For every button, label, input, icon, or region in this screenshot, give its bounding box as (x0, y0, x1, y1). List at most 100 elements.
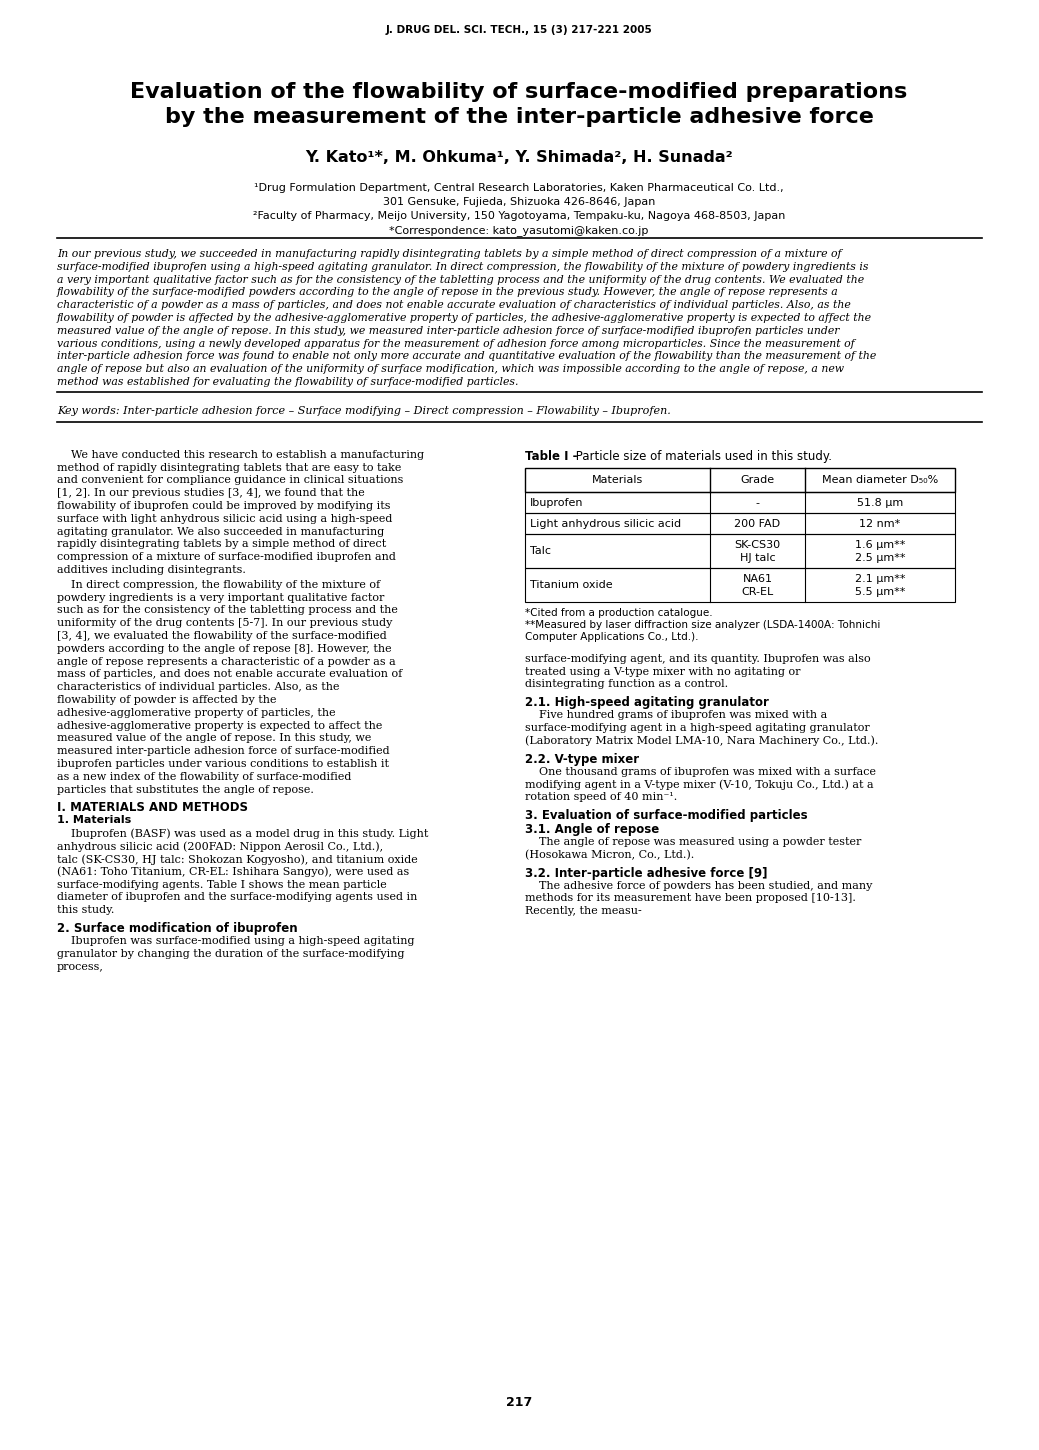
Text: 2.5 μm**: 2.5 μm** (855, 552, 905, 563)
Text: 2. Surface modification of ibuprofen: 2. Surface modification of ibuprofen (57, 922, 297, 935)
Text: modifying agent in a V-type mixer (V-10, Tokuju Co., Ltd.) at a: modifying agent in a V-type mixer (V-10,… (525, 780, 874, 790)
Text: particles that substitutes the angle of repose.: particles that substitutes the angle of … (57, 784, 314, 795)
Text: additives including disintegrants.: additives including disintegrants. (57, 566, 246, 576)
Text: 3.2. Inter-particle adhesive force [9]: 3.2. Inter-particle adhesive force [9] (525, 867, 768, 880)
Text: adhesive-agglomerative property of particles, the: adhesive-agglomerative property of parti… (57, 708, 336, 718)
Text: 1. Materials: 1. Materials (57, 815, 131, 825)
Text: Titanium oxide: Titanium oxide (530, 580, 613, 590)
Text: (Laboratory Matrix Model LMA-10, Nara Machinery Co., Ltd.).: (Laboratory Matrix Model LMA-10, Nara Ma… (525, 735, 878, 747)
Text: [3, 4], we evaluated the flowability of the surface-modified: [3, 4], we evaluated the flowability of … (57, 631, 387, 641)
Text: characteristic of a powder as a mass of particles, and does not enable accurate : characteristic of a powder as a mass of … (57, 300, 851, 310)
Text: 217: 217 (506, 1395, 532, 1408)
Text: Key words: Inter-particle adhesion force – Surface modifying – Direct compressio: Key words: Inter-particle adhesion force… (57, 406, 671, 416)
Text: adhesive-agglomerative property is expected to affect the: adhesive-agglomerative property is expec… (57, 721, 382, 731)
Text: In direct compression, the flowability of the mixture of: In direct compression, the flowability o… (57, 580, 380, 590)
Text: 2.1 μm**: 2.1 μm** (855, 574, 905, 584)
Text: angle of repose but also an evaluation of the uniformity of surface modification: angle of repose but also an evaluation o… (57, 364, 844, 374)
Bar (525, 468, 955, 492)
Text: **Measured by laser diffraction size analyzer (LSDA-1400A: Tohnichi: **Measured by laser diffraction size ana… (525, 619, 880, 629)
Text: [1, 2]. In our previous studies [3, 4], we found that the: [1, 2]. In our previous studies [3, 4], … (57, 489, 365, 499)
Text: flowability of powder is affected by the: flowability of powder is affected by the (57, 695, 276, 705)
Text: -: - (755, 497, 760, 507)
Text: diameter of ibuprofen and the surface-modifying agents used in: diameter of ibuprofen and the surface-mo… (57, 892, 418, 902)
Text: such as for the consistency of the tabletting process and the: such as for the consistency of the table… (57, 606, 398, 615)
Text: *Cited from a production catalogue.: *Cited from a production catalogue. (525, 608, 713, 618)
Text: anhydrous silicic acid (200FAD: Nippon Aerosil Co., Ltd.),: anhydrous silicic acid (200FAD: Nippon A… (57, 841, 383, 851)
Text: Mean diameter D₅₀%: Mean diameter D₅₀% (822, 474, 938, 484)
Text: various conditions, using a newly developed apparatus for the measurement of adh: various conditions, using a newly develo… (57, 339, 855, 348)
Text: surface-modified ibuprofen using a high-speed agitating granulator. In direct co: surface-modified ibuprofen using a high-… (57, 262, 869, 271)
Text: and convenient for compliance guidance in clinical situations: and convenient for compliance guidance i… (57, 476, 403, 486)
Text: 301 Gensuke, Fujieda, Shizuoka 426-8646, Japan: 301 Gensuke, Fujieda, Shizuoka 426-8646,… (382, 197, 656, 207)
Text: The adhesive force of powders has been studied, and many: The adhesive force of powders has been s… (525, 880, 873, 890)
Bar (525, 534, 955, 568)
Text: powdery ingredients is a very important qualitative factor: powdery ingredients is a very important … (57, 593, 384, 603)
Text: SK-CS30: SK-CS30 (735, 539, 780, 550)
Text: 51.8 μm: 51.8 μm (857, 497, 903, 507)
Text: Computer Applications Co., Ltd.).: Computer Applications Co., Ltd.). (525, 632, 698, 642)
Text: Y. Kato¹*, M. Ohkuma¹, Y. Shimada², H. Sunada²: Y. Kato¹*, M. Ohkuma¹, Y. Shimada², H. S… (305, 149, 732, 165)
Text: powders according to the angle of repose [8]. However, the: powders according to the angle of repose… (57, 644, 392, 654)
Text: 1.6 μm**: 1.6 μm** (855, 539, 905, 550)
Text: surface-modifying agent, and its quantity. Ibuprofen was also: surface-modifying agent, and its quantit… (525, 654, 871, 664)
Text: flowability of ibuprofen could be improved by modifying its: flowability of ibuprofen could be improv… (57, 502, 391, 510)
Text: process,: process, (57, 961, 104, 972)
Text: Five hundred grams of ibuprofen was mixed with a: Five hundred grams of ibuprofen was mixe… (525, 710, 827, 721)
Text: I. MATERIALS AND METHODS: I. MATERIALS AND METHODS (57, 802, 248, 815)
Text: 5.5 μm**: 5.5 μm** (855, 587, 905, 597)
Text: Grade: Grade (741, 474, 774, 484)
Text: disintegrating function as a control.: disintegrating function as a control. (525, 680, 728, 689)
Text: methods for its measurement have been proposed [10-13].: methods for its measurement have been pr… (525, 893, 856, 903)
Text: 200 FAD: 200 FAD (735, 519, 780, 529)
Text: measured inter-particle adhesion force of surface-modified: measured inter-particle adhesion force o… (57, 747, 390, 757)
Text: HJ talc: HJ talc (740, 552, 775, 563)
Text: 3. Evaluation of surface-modified particles: 3. Evaluation of surface-modified partic… (525, 809, 807, 822)
Text: rapidly disintegrating tablets by a simple method of direct: rapidly disintegrating tablets by a simp… (57, 539, 387, 550)
Text: CR-EL: CR-EL (742, 587, 774, 597)
Text: Talc: Talc (530, 547, 551, 557)
Text: (Hosokawa Micron, Co., Ltd.).: (Hosokawa Micron, Co., Ltd.). (525, 850, 694, 860)
Text: inter-particle adhesion force was found to enable not only more accurate and qua: inter-particle adhesion force was found … (57, 351, 876, 361)
Text: Ibuprofen was surface-modified using a high-speed agitating: Ibuprofen was surface-modified using a h… (57, 937, 415, 945)
Text: method of rapidly disintegrating tablets that are easy to take: method of rapidly disintegrating tablets… (57, 463, 401, 473)
Text: Particle size of materials used in this study.: Particle size of materials used in this … (572, 450, 832, 463)
Bar (525, 492, 955, 513)
Text: treated using a V-type mixer with no agitating or: treated using a V-type mixer with no agi… (525, 667, 800, 677)
Text: *Correspondence: kato_yasutomi@kaken.co.jp: *Correspondence: kato_yasutomi@kaken.co.… (390, 225, 648, 236)
Text: One thousand grams of ibuprofen was mixed with a surface: One thousand grams of ibuprofen was mixe… (525, 767, 876, 777)
Bar (525, 568, 955, 602)
Text: flowability of the surface-modified powders according to the angle of repose in : flowability of the surface-modified powd… (57, 287, 838, 297)
Text: as a new index of the flowability of surface-modified: as a new index of the flowability of sur… (57, 771, 351, 782)
Text: Table I -: Table I - (525, 450, 578, 463)
Text: flowability of powder is affected by the adhesive-agglomerative property of part: flowability of powder is affected by the… (57, 313, 872, 323)
Text: 3.1. Angle of repose: 3.1. Angle of repose (525, 824, 660, 837)
Text: J. DRUG DEL. SCI. TECH., 15 (3) 217-221 2005: J. DRUG DEL. SCI. TECH., 15 (3) 217-221 … (385, 25, 652, 35)
Text: ²Faculty of Pharmacy, Meijo University, 150 Yagotoyama, Tempaku-ku, Nagoya 468-8: ²Faculty of Pharmacy, Meijo University, … (252, 212, 785, 220)
Text: measured value of the angle of repose. In this study, we: measured value of the angle of repose. I… (57, 734, 371, 744)
Text: by the measurement of the inter-particle adhesive force: by the measurement of the inter-particle… (164, 107, 874, 128)
Text: 12 nm*: 12 nm* (859, 519, 901, 529)
Text: surface-modifying agents. Table I shows the mean particle: surface-modifying agents. Table I shows … (57, 880, 387, 890)
Text: ¹Drug Formulation Department, Central Research Laboratories, Kaken Pharmaceutica: ¹Drug Formulation Department, Central Re… (255, 183, 783, 193)
Text: Ibuprofen: Ibuprofen (530, 497, 584, 507)
Text: In our previous study, we succeeded in manufacturing rapidly disintegrating tabl: In our previous study, we succeeded in m… (57, 249, 842, 260)
Text: surface-modifying agent in a high-speed agitating granulator: surface-modifying agent in a high-speed … (525, 724, 870, 734)
Text: Recently, the measu-: Recently, the measu- (525, 906, 642, 916)
Text: We have conducted this research to establish a manufacturing: We have conducted this research to estab… (57, 450, 424, 460)
Text: NA61: NA61 (743, 574, 773, 584)
Text: 2.2. V-type mixer: 2.2. V-type mixer (525, 753, 639, 766)
Text: ibuprofen particles under various conditions to establish it: ibuprofen particles under various condit… (57, 758, 389, 768)
Text: Light anhydrous silicic acid: Light anhydrous silicic acid (530, 519, 682, 529)
Text: measured value of the angle of repose. In this study, we measured inter-particle: measured value of the angle of repose. I… (57, 326, 840, 336)
Text: Evaluation of the flowability of surface-modified preparations: Evaluation of the flowability of surface… (130, 83, 908, 102)
Text: uniformity of the drug contents [5-7]. In our previous study: uniformity of the drug contents [5-7]. I… (57, 618, 393, 628)
Text: Ibuprofen (BASF) was used as a model drug in this study. Light: Ibuprofen (BASF) was used as a model dru… (57, 828, 428, 840)
Text: method was established for evaluating the flowability of surface-modified partic: method was established for evaluating th… (57, 377, 518, 387)
Text: 2.1. High-speed agitating granulator: 2.1. High-speed agitating granulator (525, 696, 769, 709)
Text: this study.: this study. (57, 905, 114, 915)
Text: characteristics of individual particles. Also, as the: characteristics of individual particles.… (57, 682, 340, 692)
Bar (525, 513, 955, 534)
Text: Materials: Materials (592, 474, 643, 484)
Text: (NA61: Toho Titanium, CR-EL: Ishihara Sangyo), were used as: (NA61: Toho Titanium, CR-EL: Ishihara Sa… (57, 867, 409, 877)
Text: angle of repose represents a characteristic of a powder as a: angle of repose represents a characteris… (57, 657, 396, 667)
